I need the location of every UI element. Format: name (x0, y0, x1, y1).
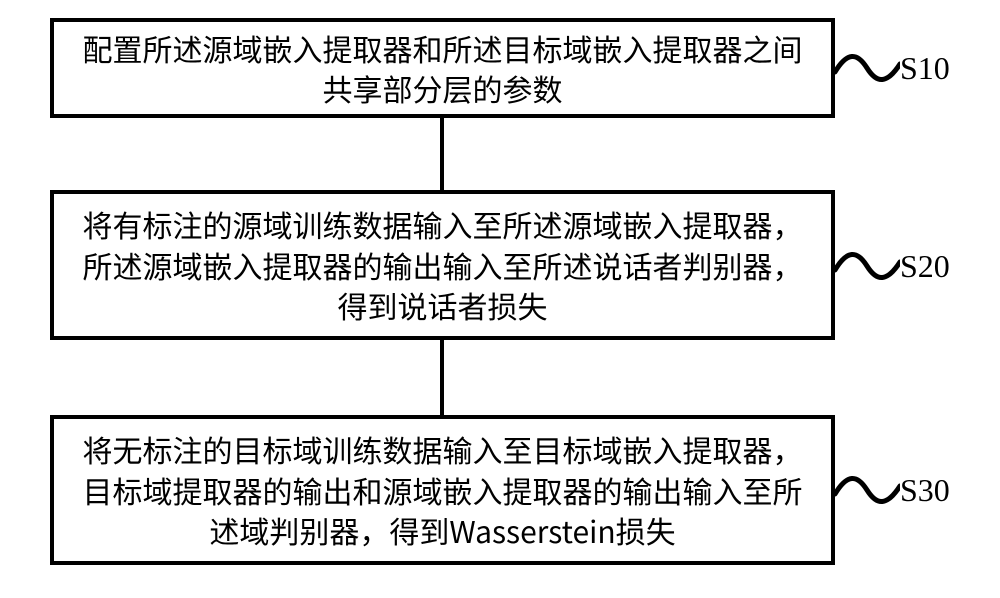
edge-s20-s30 (440, 340, 444, 415)
step-label-s20-text: S20 (900, 248, 950, 284)
flow-node-s10-text: 配置所述源域嵌入提取器和所述目标域嵌入提取器之间共享部分层的参数 (82, 28, 803, 109)
step-label-s30-text: S30 (900, 472, 950, 508)
flow-node-s20: 将有标注的源域训练数据输入至所述源域嵌入提取器，所述源域嵌入提取器的输出输入至所… (50, 190, 835, 340)
flow-node-s30-text: 将无标注的目标域训练数据输入至目标域嵌入提取器，目标域提取器的输出和源域嵌入提取… (82, 429, 803, 551)
step-label-s20: S20 (900, 248, 950, 285)
tilde-s20 (835, 248, 900, 284)
step-label-s10-text: S10 (900, 50, 950, 86)
flow-node-s20-text: 将有标注的源域训练数据输入至所述源域嵌入提取器，所述源域嵌入提取器的输出输入至所… (82, 204, 803, 326)
flow-node-s10: 配置所述源域嵌入提取器和所述目标域嵌入提取器之间共享部分层的参数 (50, 18, 835, 118)
tilde-s10 (835, 50, 900, 86)
edge-s10-s20 (440, 118, 444, 190)
flowchart-canvas: 配置所述源域嵌入提取器和所述目标域嵌入提取器之间共享部分层的参数 将有标注的源域… (0, 0, 1000, 598)
step-label-s30: S30 (900, 472, 950, 509)
flow-node-s30: 将无标注的目标域训练数据输入至目标域嵌入提取器，目标域提取器的输出和源域嵌入提取… (50, 415, 835, 565)
tilde-s30 (835, 472, 900, 508)
step-label-s10: S10 (900, 50, 950, 87)
